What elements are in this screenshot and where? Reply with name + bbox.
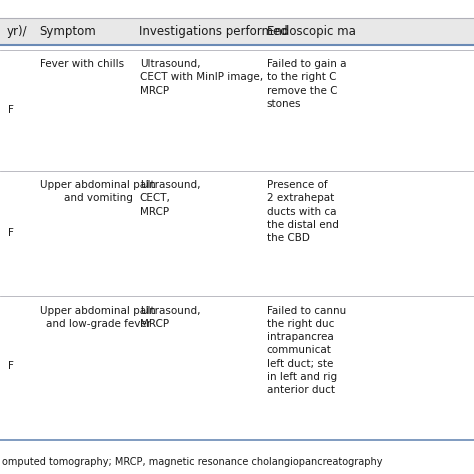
Text: F: F (8, 228, 14, 238)
Text: F: F (8, 105, 14, 115)
Text: Failed to gain a
to the right C
remove the C
stones: Failed to gain a to the right C remove t… (267, 59, 346, 109)
Text: omputed tomography; MRCP, magnetic resonance cholangiopancreatography: omputed tomography; MRCP, magnetic reson… (2, 457, 383, 467)
Bar (0, 18, 474, 45)
Text: Presence of
2 extrahepat
ducts with ca
the distal end
the CBD: Presence of 2 extrahepat ducts with ca t… (267, 180, 339, 243)
Text: Endoscopic ma: Endoscopic ma (267, 25, 356, 38)
Text: Ultrasound,
MRCP: Ultrasound, MRCP (140, 306, 201, 329)
Text: Failed to cannu
the right duc
intrapancrea
communicat
left duct; ste
in left and: Failed to cannu the right duc intrapancr… (267, 306, 346, 395)
Text: F: F (8, 361, 14, 371)
Text: Fever with chills: Fever with chills (40, 59, 124, 69)
Text: Symptom: Symptom (39, 25, 96, 38)
Text: yr)/: yr)/ (6, 25, 27, 38)
Text: Ultrasound,
CECT,
MRCP: Ultrasound, CECT, MRCP (140, 180, 201, 217)
Text: Ultrasound,
CECT with MinIP image,
MRCP: Ultrasound, CECT with MinIP image, MRCP (140, 59, 263, 96)
Text: Upper abdominal pain
and low-grade fever: Upper abdominal pain and low-grade fever (40, 306, 156, 329)
Text: Upper abdominal pain
and vomiting: Upper abdominal pain and vomiting (40, 180, 156, 203)
Text: Investigations performed: Investigations performed (139, 25, 288, 38)
